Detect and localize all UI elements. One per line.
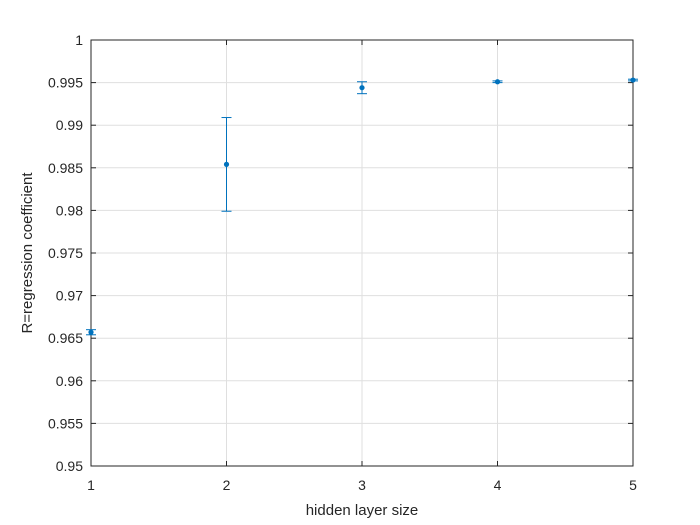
y-axis-label: R=regression coefficient [19,172,36,334]
data-point [630,77,636,83]
y-tick-label: 0.96 [56,373,83,389]
data-point [88,329,94,335]
data-points [88,77,636,335]
data-point [359,85,365,91]
y-tick-label: 0.97 [56,288,83,304]
x-tick-label: 3 [358,477,366,493]
data-point [494,79,501,85]
y-tick-label: 0.98 [56,202,83,218]
data-point [223,161,230,167]
y-tick-label: 0.955 [48,415,83,431]
y-tick-label: 0.975 [48,245,83,261]
y-tick-labels: 0.95 0.955 0.96 0.965 0.97 0.975 0.98 0.985 0.99… [48,32,83,474]
y-tick-label: 0.99 [56,117,83,133]
y-tick-label: 0.995 [48,75,83,91]
x-tick-label: 2 [223,477,231,493]
x-tick-label: 4 [494,477,502,493]
y-tick-label: 0.95 [56,458,83,474]
x-tick-label: 5 [629,477,637,493]
y-tick-label: 1 [75,32,83,48]
axis-ticks [90,39,634,467]
x-tick-labels: 1 2 3 4 5 [87,477,637,493]
grid [90,39,634,467]
y-tick-label: 0.985 [48,160,83,176]
y-tick-label: 0.965 [48,330,83,346]
x-tick-label: 1 [87,477,95,493]
x-axis-label: hidden layer size [306,502,419,519]
